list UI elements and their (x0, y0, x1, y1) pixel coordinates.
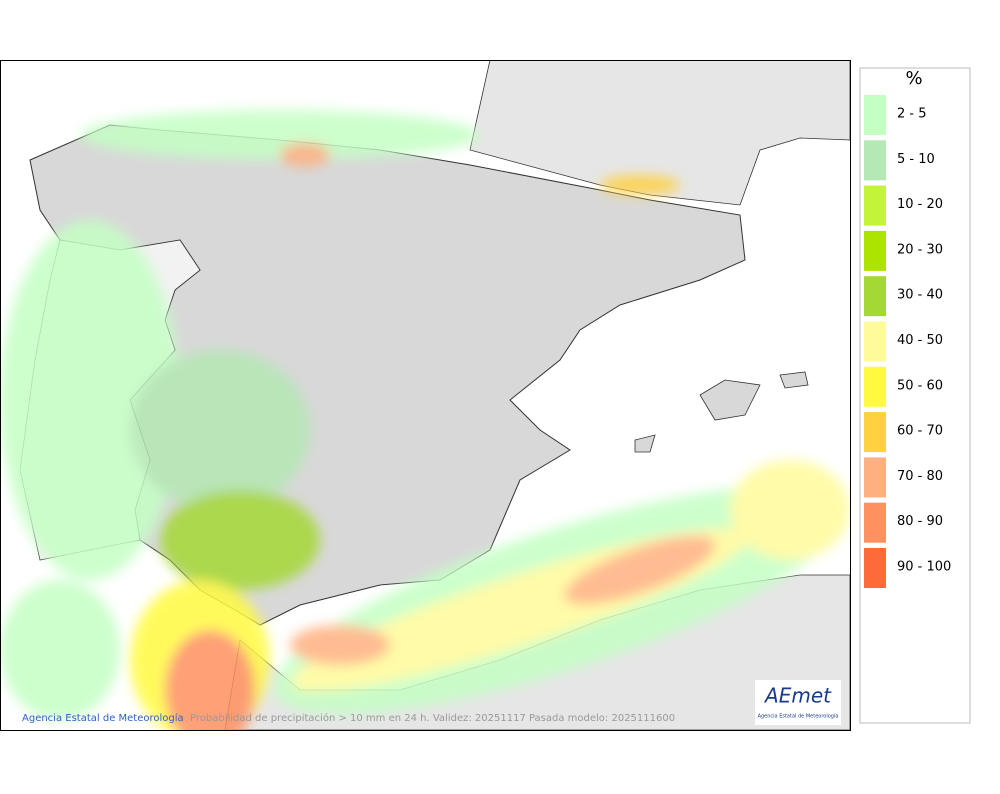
legend-label: 20 - 30 (897, 242, 943, 257)
legend-label: 60 - 70 (897, 424, 943, 439)
legend-swatch (864, 95, 886, 135)
legend-swatch (864, 276, 886, 317)
legend-label: 90 - 100 (897, 560, 951, 575)
legend-swatch (864, 230, 886, 271)
map-frame (0, 60, 851, 731)
legend-swatch (864, 185, 886, 226)
legend: % 2 - 5 5 - 10 10 - 20 20 - 30 30 - 40 40 - 5… (864, 68, 951, 588)
legend-swatch (864, 366, 886, 407)
map-caption: Probabilidad de precipitación > 10 mm en… (190, 712, 675, 724)
legend-swatch (864, 502, 886, 543)
legend-label: 30 - 40 (897, 288, 943, 303)
balearic-islands (634, 371, 809, 453)
legend-label: 70 - 80 (897, 469, 943, 484)
legend-label: 10 - 20 (897, 197, 943, 212)
france (469, 60, 850, 206)
legend-swatch (864, 140, 886, 181)
legend-title: % (905, 68, 922, 89)
legend-swatch (864, 457, 886, 498)
map: Agencia Estatal de Meteorología Probabil… (0, 60, 850, 730)
legend-swatch (864, 321, 886, 362)
legend-swatch (864, 412, 886, 453)
legend-label: 5 - 10 (897, 152, 935, 167)
legend-label: 40 - 50 (897, 333, 943, 348)
legend-label: 80 - 90 (897, 514, 943, 529)
agency-credit: Agencia Estatal de Meteorología (22, 712, 184, 724)
legend-label: 50 - 60 (897, 378, 943, 393)
logo-name: AEmet (763, 684, 832, 708)
logo-subtitle: Agencia Estatal de Meteorología (758, 713, 839, 720)
precipitation (0, 110, 850, 730)
logo-box (755, 680, 841, 725)
legend-label: 2 - 5 (897, 107, 927, 122)
legend-swatch (864, 548, 886, 588)
